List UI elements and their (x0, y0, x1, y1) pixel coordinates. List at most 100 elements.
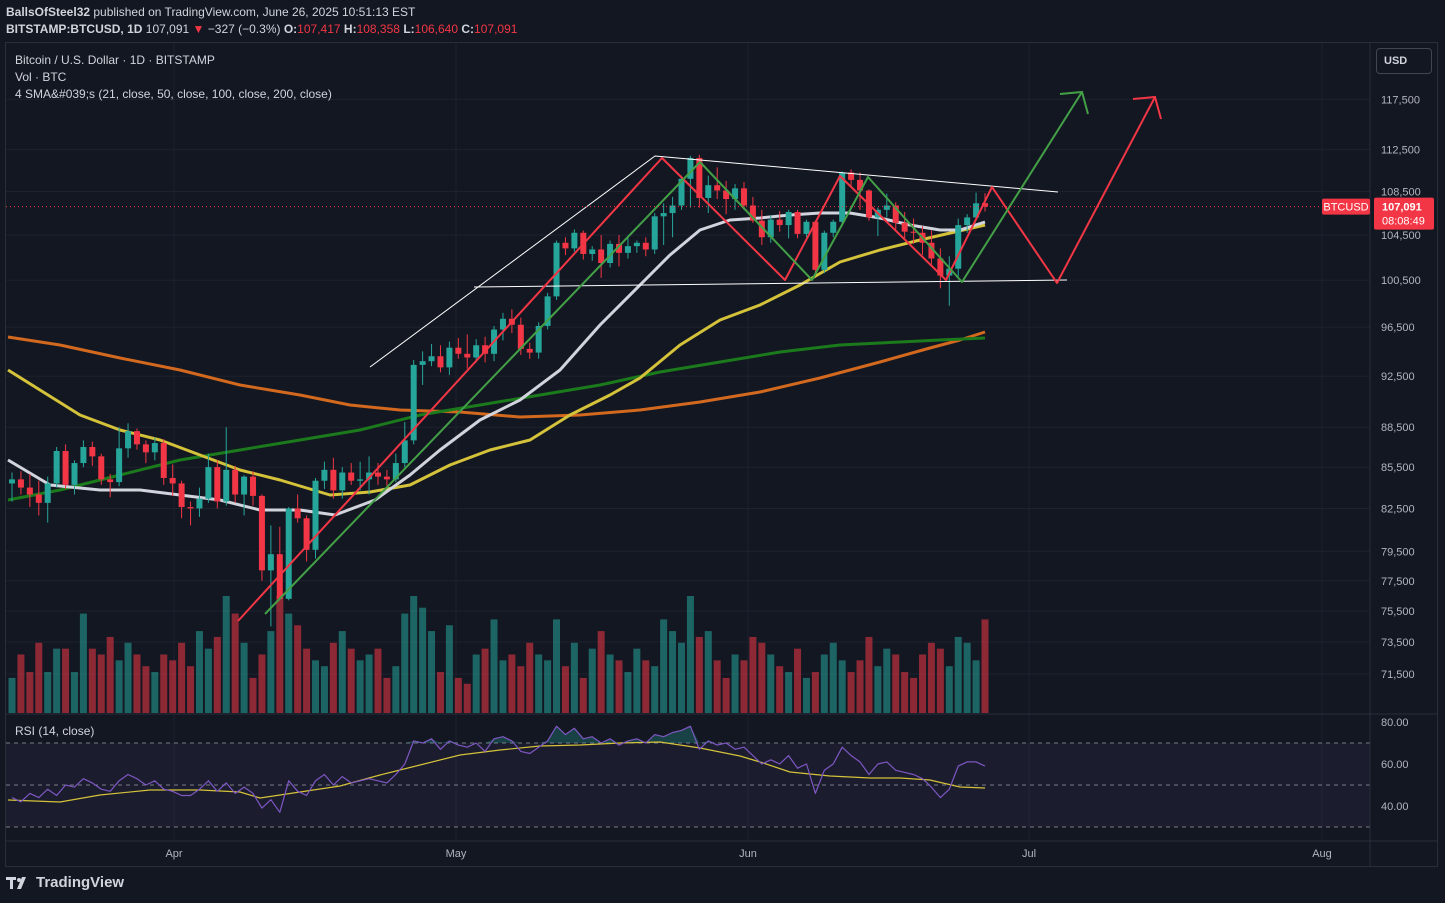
volume-bar (776, 666, 784, 713)
author-name[interactable]: BallsOfSteel32 (6, 5, 91, 19)
candle-body (214, 467, 221, 502)
candle-body (517, 324, 524, 349)
candle-body (660, 213, 667, 217)
volume-bar (124, 642, 132, 713)
candle-body (410, 364, 417, 441)
volume-bar (981, 619, 989, 713)
high-value: 108,358 (356, 22, 400, 36)
volume-bar (62, 648, 70, 713)
volume-bar (106, 636, 114, 713)
candle-body (892, 205, 899, 223)
candle-body (857, 179, 864, 191)
candle-body (98, 456, 105, 480)
volume-bar (26, 672, 34, 713)
volume-bars (8, 596, 989, 713)
candle-body (758, 220, 765, 238)
volume-bar (401, 613, 409, 713)
candle-body (687, 157, 694, 179)
volume-bar (392, 666, 400, 713)
price-tick-label: 112,500 (1381, 145, 1420, 157)
volume-bar (356, 660, 364, 713)
volume-bar (195, 631, 203, 713)
volume-bar (222, 596, 230, 713)
volume-bar (499, 660, 507, 713)
high-label: H: (343, 22, 357, 36)
trendline (237, 96, 1156, 622)
candle-body (151, 443, 158, 453)
rsi-overbought-fill (12, 726, 985, 743)
volume-bar (919, 654, 927, 713)
countdown-value: 08:08:49 (1382, 216, 1425, 228)
volume-bar (802, 677, 810, 713)
volume-bar (517, 666, 525, 713)
candle-body (910, 231, 917, 233)
candle-body (973, 203, 980, 218)
currency-button[interactable]: USD (1376, 48, 1432, 74)
volume-bar (856, 660, 864, 713)
volume-legend[interactable]: Vol · BTC (15, 70, 67, 84)
tradingview-brand[interactable]: TradingView (6, 874, 124, 891)
open-value: 107,417 (297, 22, 341, 36)
volume-bar (294, 625, 302, 713)
volume-bar (454, 677, 462, 713)
candle-body (125, 431, 132, 449)
volume-bar (615, 660, 623, 713)
time-tick-label: Jul (1022, 848, 1036, 860)
change-value: −327 (−0.3%) (207, 22, 281, 36)
last-price-tag (1374, 197, 1434, 230)
volume-bar (883, 648, 891, 713)
candle-body (321, 469, 328, 481)
candle-body (339, 472, 346, 491)
volume-bar (204, 648, 212, 713)
candle-body (651, 216, 658, 250)
volume-bar (954, 636, 962, 713)
candle-body (723, 190, 730, 200)
candle-body (357, 479, 364, 481)
price-tick-label: 82,500 (1381, 503, 1415, 515)
candle-body (937, 258, 944, 276)
candle-body (258, 495, 265, 571)
sma-legend[interactable]: 4 SMA&#039;s (21, close, 50, close, 100,… (15, 87, 332, 101)
volume-bar (829, 642, 837, 713)
rsi-legend[interactable]: RSI (14, close) (15, 724, 95, 738)
candle-body (383, 476, 390, 480)
candle-body (678, 178, 685, 206)
volume-bar (53, 648, 61, 713)
volume-bar (97, 654, 105, 713)
moving-averages (7, 211, 986, 517)
last-price-value: 107,091 (1382, 202, 1422, 214)
volume-bar (258, 654, 266, 713)
candle-body (562, 242, 569, 249)
volume-bar (972, 660, 980, 713)
candle-body (464, 353, 471, 358)
tradingview-logo-icon (6, 876, 32, 890)
volume-bar (160, 654, 168, 713)
candle-body (696, 157, 703, 198)
volume-bar (731, 654, 739, 713)
candle-body (116, 448, 123, 483)
sma-50-line (7, 223, 986, 497)
candle-body (205, 467, 212, 499)
candle-body (624, 246, 631, 253)
low-value: 106,640 (414, 22, 459, 36)
price-tick-label: 104,500 (1381, 230, 1421, 242)
chart-header: BallsOfSteel32 published on TradingView.… (6, 4, 517, 38)
volume-bar (642, 660, 650, 713)
candle-body (401, 440, 408, 464)
candle-body (616, 243, 623, 253)
rsi-tick-label: 60.00 (1381, 759, 1409, 771)
sma-100-line (7, 336, 986, 502)
symbol-tag-label: BTCUSD (1323, 202, 1368, 214)
volume-bar (758, 642, 766, 713)
candle-body (821, 232, 828, 270)
candle-body (785, 211, 792, 226)
candle-body (437, 356, 444, 368)
arrowhead-icon (1132, 95, 1162, 120)
price-tick-label: 71,500 (1381, 669, 1415, 681)
trendline (369, 155, 1059, 368)
price-tick-label: 100,500 (1381, 275, 1421, 287)
symbol-legend[interactable]: Bitcoin / U.S. Dollar · 1D · BITSTAMP (15, 53, 215, 67)
volume-bar (865, 636, 873, 713)
rsi-line (11, 725, 986, 813)
